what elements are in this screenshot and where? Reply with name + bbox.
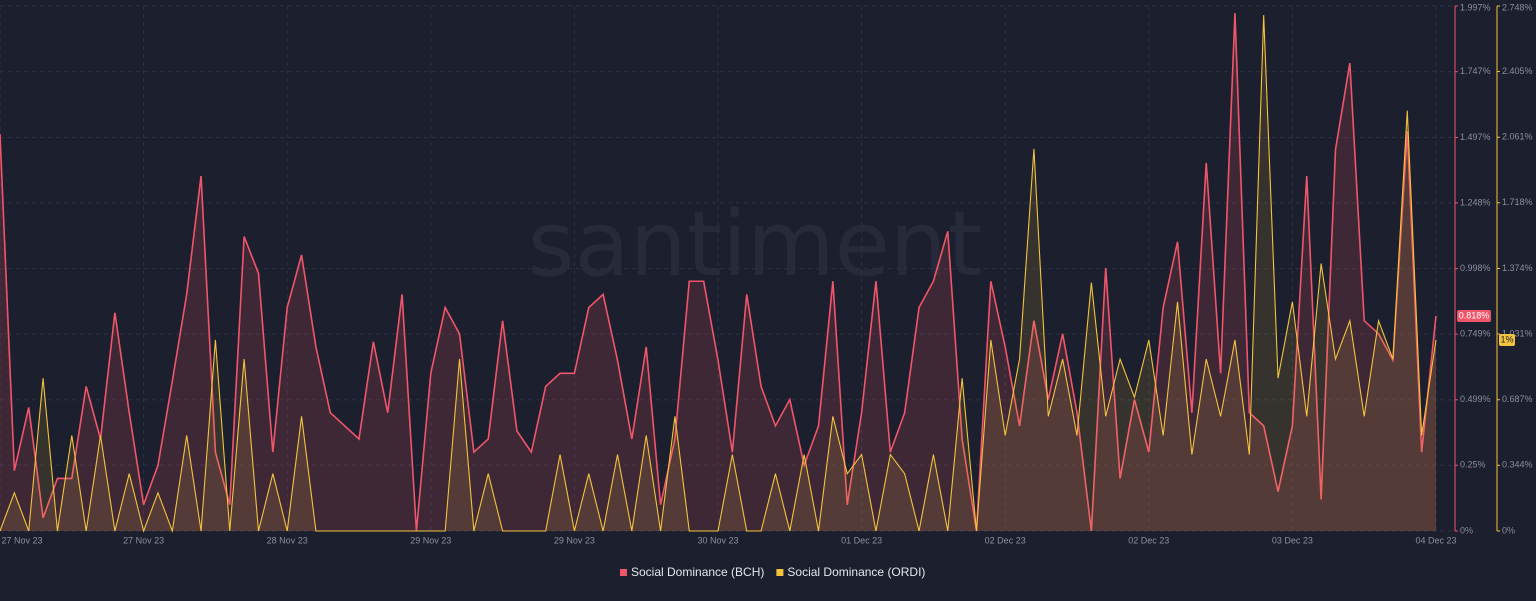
series-area [0,13,1436,532]
legend-label: Social Dominance (BCH) [631,565,764,579]
x-tick-label: 30 Nov 23 [697,535,738,545]
y-tick-label: 0% [1460,525,1473,535]
y-tick-label: 2.405% [1502,66,1533,76]
series-area [0,15,1436,532]
y-tick-label: 1.248% [1460,197,1491,207]
y-tick-label: 0.499% [1460,394,1491,404]
x-tick-label: 27 Nov 23 [1,535,42,545]
x-tick-label: 27 Nov 23 [123,535,164,545]
last-value-label: 0.818% [1459,310,1490,320]
y-tick-label: 1.031% [1502,328,1533,338]
legend: Social Dominance (BCH) Social Dominance (… [620,565,925,579]
last-value-badge [1499,333,1515,346]
watermark: santiment [528,192,983,297]
y-tick-label: 0.25% [1460,460,1486,470]
x-tick-label: 29 Nov 23 [410,535,451,545]
legend-swatch [776,569,784,576]
legend-swatch [620,569,627,576]
last-value-badge [1457,309,1491,322]
y-tick-label: 2.748% [1502,2,1533,12]
x-tick-label: 29 Nov 23 [554,535,595,545]
y-tick-label: 0.687% [1502,394,1533,404]
x-tick-label: 03 Dec 23 [1272,535,1313,545]
y-tick-label: 0.344% [1502,460,1533,470]
y-tick-label: 0.749% [1460,328,1491,338]
x-tick-label: 02 Dec 23 [985,535,1026,545]
x-tick-label: 01 Dec 23 [841,535,882,545]
y-tick-label: 1.374% [1502,263,1533,273]
last-value-label: 1% [1500,334,1513,344]
y-tick-label: 1.997% [1460,2,1491,12]
x-tick-label: 02 Dec 23 [1128,535,1169,545]
legend-label: Social Dominance (ORDI) [787,565,925,579]
y-tick-label: 1.747% [1460,66,1491,76]
x-tick-label: 28 Nov 23 [267,535,308,545]
x-tick-label: 04 Dec 23 [1415,535,1456,545]
y-tick-label: 1.497% [1460,132,1491,142]
y-tick-label: 1.718% [1502,197,1533,207]
y-tick-label: 0% [1502,525,1515,535]
series-line [0,13,1437,532]
y-tick-label: 0.998% [1460,263,1491,273]
series-line [0,15,1437,534]
y-tick-label: 2.061% [1502,132,1533,142]
